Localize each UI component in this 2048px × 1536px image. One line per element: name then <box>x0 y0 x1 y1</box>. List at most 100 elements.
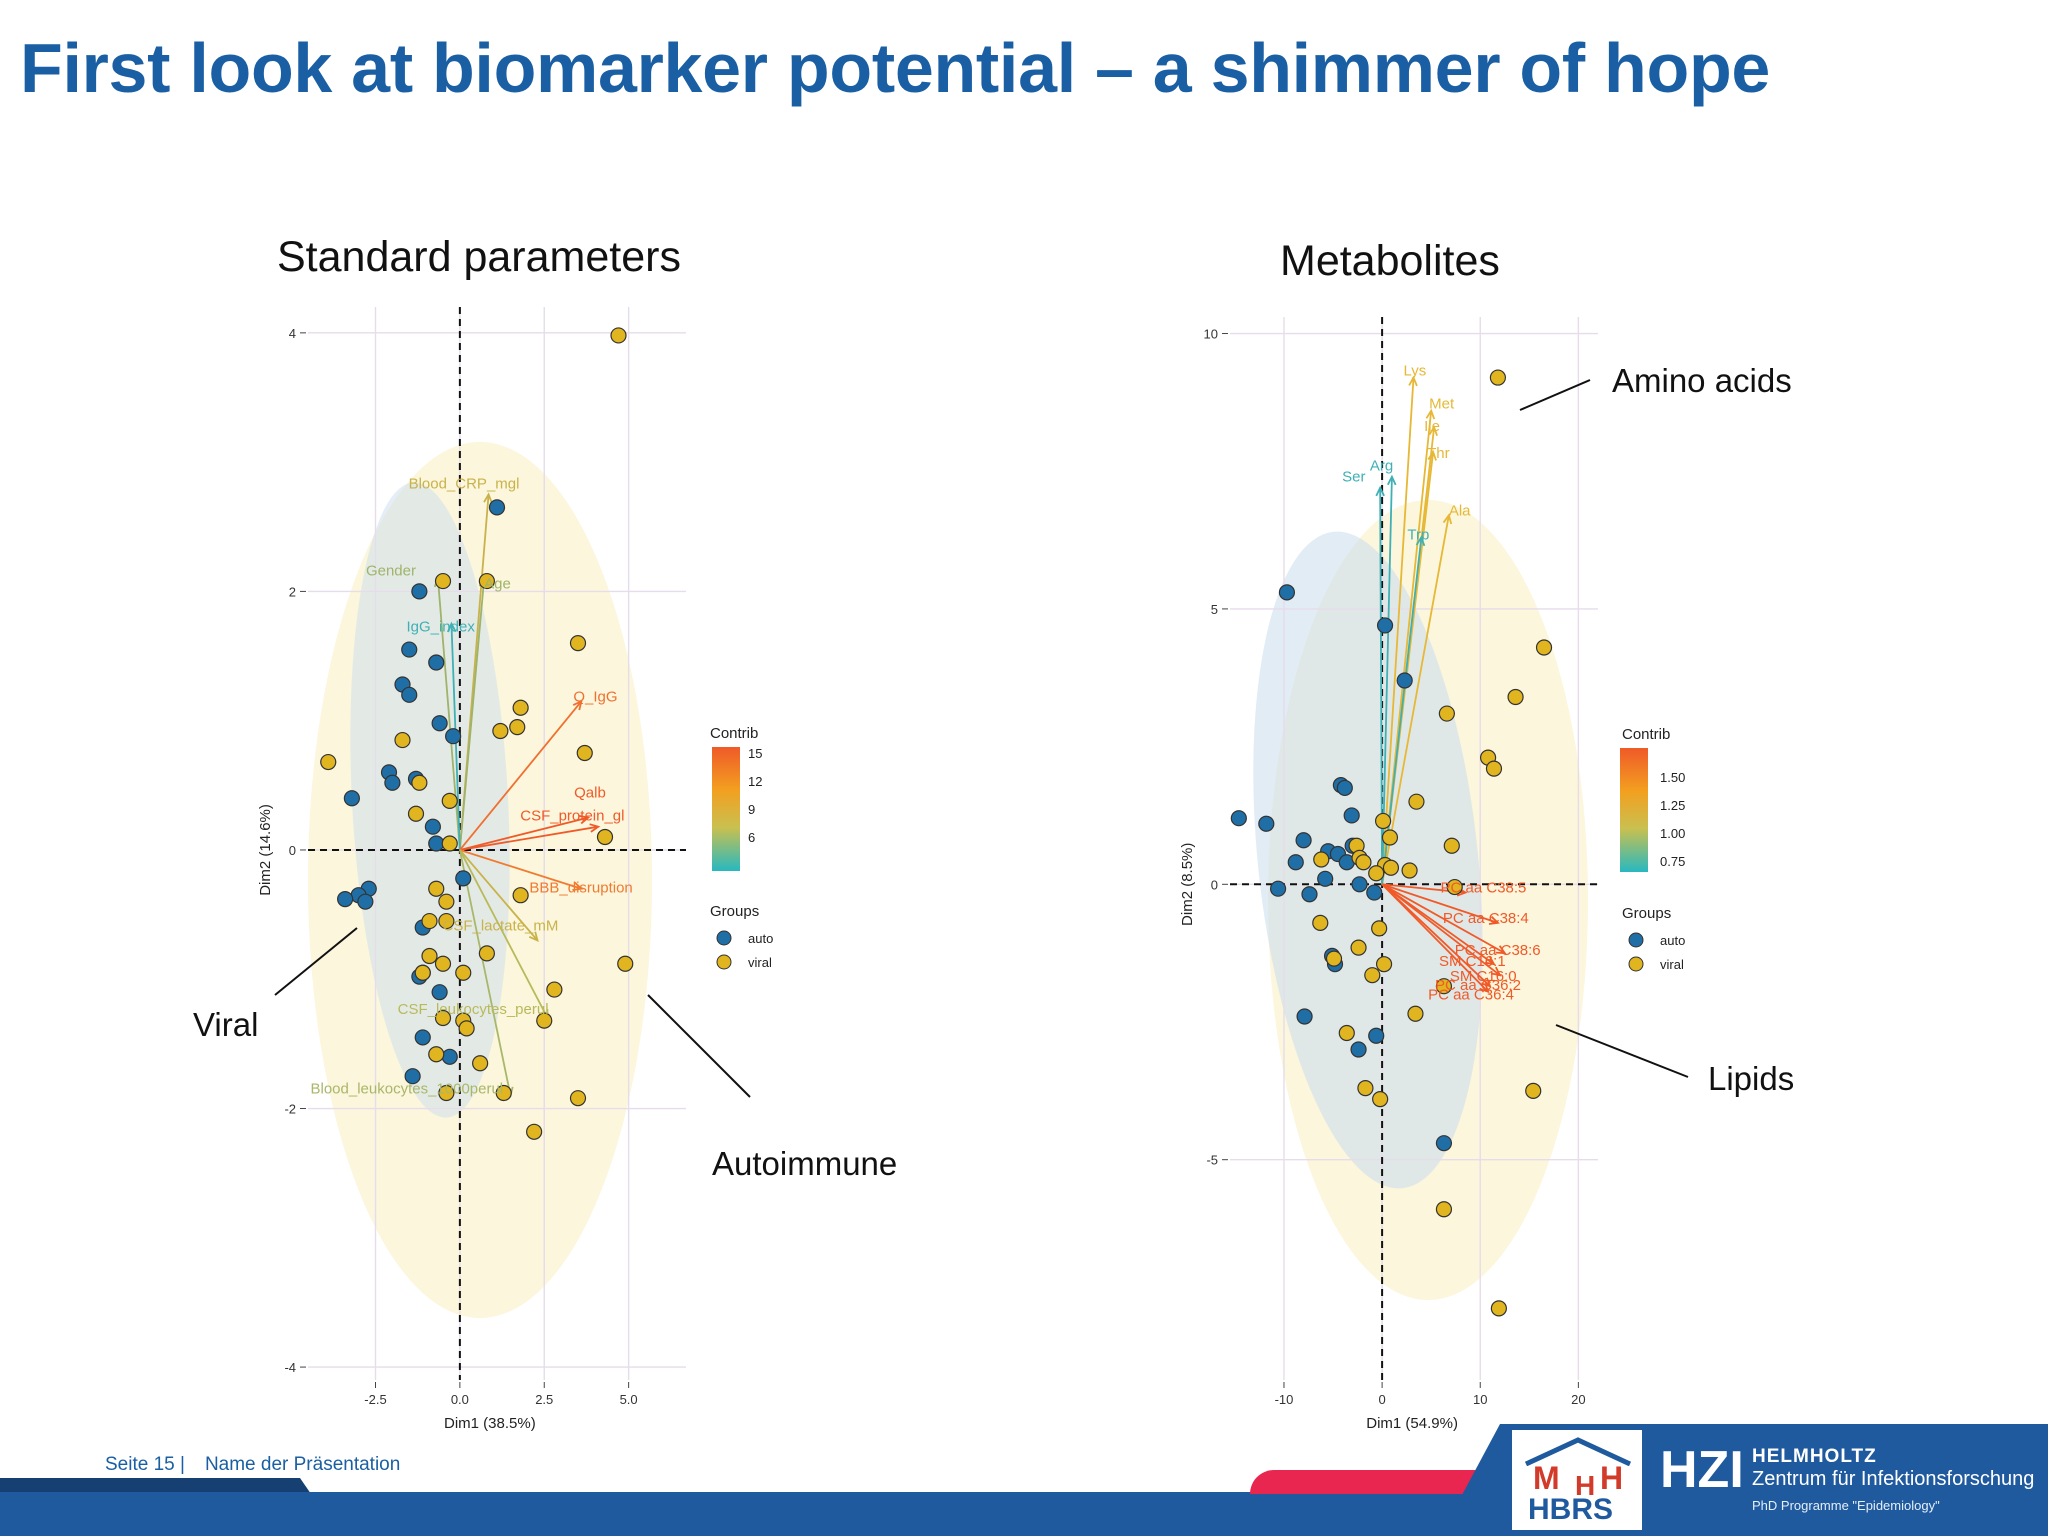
arrow-right-10 <box>1381 883 1506 954</box>
arrowhead-left-5 <box>579 814 591 825</box>
point-auto-left-0 <box>411 583 428 600</box>
point-viral-left-27 <box>434 1009 452 1027</box>
variable-label-right-8: PC aa C38:5 <box>1441 880 1527 897</box>
arrow-left-8 <box>459 849 539 942</box>
helmholtz-text: HELMHOLTZ <box>1752 1446 1877 1467</box>
groups-legend-title-right: Groups <box>1622 905 1671 922</box>
point-auto-left-22 <box>431 984 448 1001</box>
arrow-right-9 <box>1381 883 1499 924</box>
variable-label-right-12: SM C16:0 <box>1450 968 1517 985</box>
point-auto-left-23 <box>414 1029 431 1046</box>
point-viral-right-28 <box>1357 1079 1374 1097</box>
legend-auto-label-left: auto <box>748 931 773 946</box>
point-viral-right-6 <box>1408 793 1425 810</box>
variable-label-left-4: Q_IgG <box>573 688 617 705</box>
mhh-roof-icon <box>1524 1437 1632 1466</box>
point-auto-right-12 <box>1287 854 1304 871</box>
arrowhead-left-0 <box>483 492 493 504</box>
variable-label-left-9: CSF_leukocytes_perul <box>398 1001 549 1018</box>
variable-label-left-6: CSF_protein_gl <box>520 808 624 825</box>
point-viral-right-2 <box>1507 688 1524 706</box>
point-viral-left-2 <box>478 572 495 590</box>
point-viral-right-17 <box>1368 865 1385 882</box>
point-auto-right-15 <box>1301 886 1318 903</box>
arrowhead-left-8 <box>528 931 539 943</box>
ytick-label-left-3: 2 <box>289 584 296 599</box>
pointer-viral <box>274 927 358 996</box>
point-auto-right-16 <box>1317 870 1334 887</box>
variable-label-left-8: CSF_lactate_mM <box>443 917 559 934</box>
variable-label-right-10: PC aa C38:6 <box>1455 942 1541 959</box>
variable-label-right-2: Ile <box>1424 418 1440 435</box>
variable-label-right-6: Ala <box>1449 502 1471 519</box>
arrowhead-right-10 <box>1495 945 1507 955</box>
point-viral-left-26 <box>546 981 563 998</box>
point-viral-left-32 <box>472 1055 489 1072</box>
point-viral-left-24 <box>455 964 472 981</box>
arrowhead-right-0 <box>1408 375 1418 387</box>
xtick-label-left-3: 5.0 <box>620 1392 638 1407</box>
annotation-viral: Viral <box>193 1006 259 1043</box>
arrow-right-0 <box>1381 377 1415 885</box>
contrib-tick-right-2: 1.00 <box>1660 826 1685 841</box>
legend-viral-dot-right <box>1628 956 1644 972</box>
point-viral-right-19 <box>1312 914 1329 931</box>
point-viral-right-14 <box>1382 859 1400 876</box>
legend-auto-dot-left <box>716 930 732 946</box>
ytick-label-right-0: -5 <box>1206 1153 1218 1168</box>
point-auto-left-12 <box>424 818 441 835</box>
annotation-autoimmune: Autoimmune <box>712 1145 898 1182</box>
arrowhead-right-3 <box>1427 449 1437 461</box>
point-viral-left-36 <box>526 1123 543 1140</box>
point-viral-left-6 <box>492 722 509 740</box>
point-viral-left-5 <box>509 719 526 736</box>
legend-viral-dot-left <box>716 954 732 970</box>
point-viral-left-34 <box>495 1084 512 1102</box>
legend-viral-label-left: viral <box>748 955 772 970</box>
groups-legend-title-left: Groups <box>710 903 759 920</box>
point-viral-right-3 <box>1438 705 1455 722</box>
variable-label-right-0: Lys <box>1404 363 1427 380</box>
arrow-left-4 <box>459 700 583 851</box>
mhh-logo-h-small: H <box>1575 1470 1596 1501</box>
arrowhead-right-14 <box>1479 982 1490 994</box>
point-viral-left-3 <box>569 635 587 652</box>
biplot-metabolites: -10 0 10 20 -5 0 5 10 Dim1 (54.9%) Dim2 (8.5%) Ly… <box>1179 317 1598 1432</box>
arrow-left-10 <box>458 849 512 1096</box>
point-viral-left-31 <box>428 1046 445 1063</box>
ytick-label-left-1: -2 <box>284 1102 296 1117</box>
arrowhead-left-7 <box>572 881 584 891</box>
point-auto-left-25 <box>404 1068 421 1085</box>
point-viral-right-22 <box>1375 956 1393 973</box>
point-auto-left-10 <box>384 774 401 791</box>
point-auto-left-1 <box>488 499 506 516</box>
legend-auto-dot-right <box>1628 932 1644 948</box>
point-auto-right-2 <box>1396 672 1413 689</box>
point-viral-right-12 <box>1355 854 1372 871</box>
ytick-label-right-1: 0 <box>1211 877 1218 892</box>
point-viral-left-9 <box>320 753 337 771</box>
variable-label-left-1: Gender <box>366 562 416 579</box>
point-viral-right-20 <box>1371 920 1388 937</box>
hzi-logo-text: HZI <box>1660 1441 1744 1499</box>
legend-auto-label-right: auto <box>1660 933 1685 948</box>
variable-label-right-11: SM C16:1 <box>1439 953 1506 970</box>
ytick-label-right-3: 10 <box>1204 327 1218 342</box>
contrib-tick-left-1: 12 <box>748 774 762 789</box>
point-auto-right-4 <box>1336 779 1353 797</box>
annotation-amino-acids: Amino acids <box>1612 362 1792 399</box>
point-viral-right-15 <box>1401 862 1418 879</box>
point-viral-left-35 <box>569 1090 587 1107</box>
arrowhead-left-4 <box>572 699 583 711</box>
variable-label-left-2: Age <box>484 575 511 592</box>
arrowhead-right-5 <box>1375 485 1385 497</box>
point-viral-left-7 <box>394 731 411 749</box>
contrib-tick-left-0: 15 <box>748 746 762 761</box>
point-auto-left-11 <box>343 790 360 807</box>
arrowhead-right-13 <box>1481 977 1492 988</box>
point-auto-left-18 <box>455 870 472 887</box>
point-auto-left-17 <box>337 890 354 908</box>
contrib-tick-right-0: 1.50 <box>1660 770 1685 785</box>
point-auto-right-22 <box>1368 1027 1385 1044</box>
